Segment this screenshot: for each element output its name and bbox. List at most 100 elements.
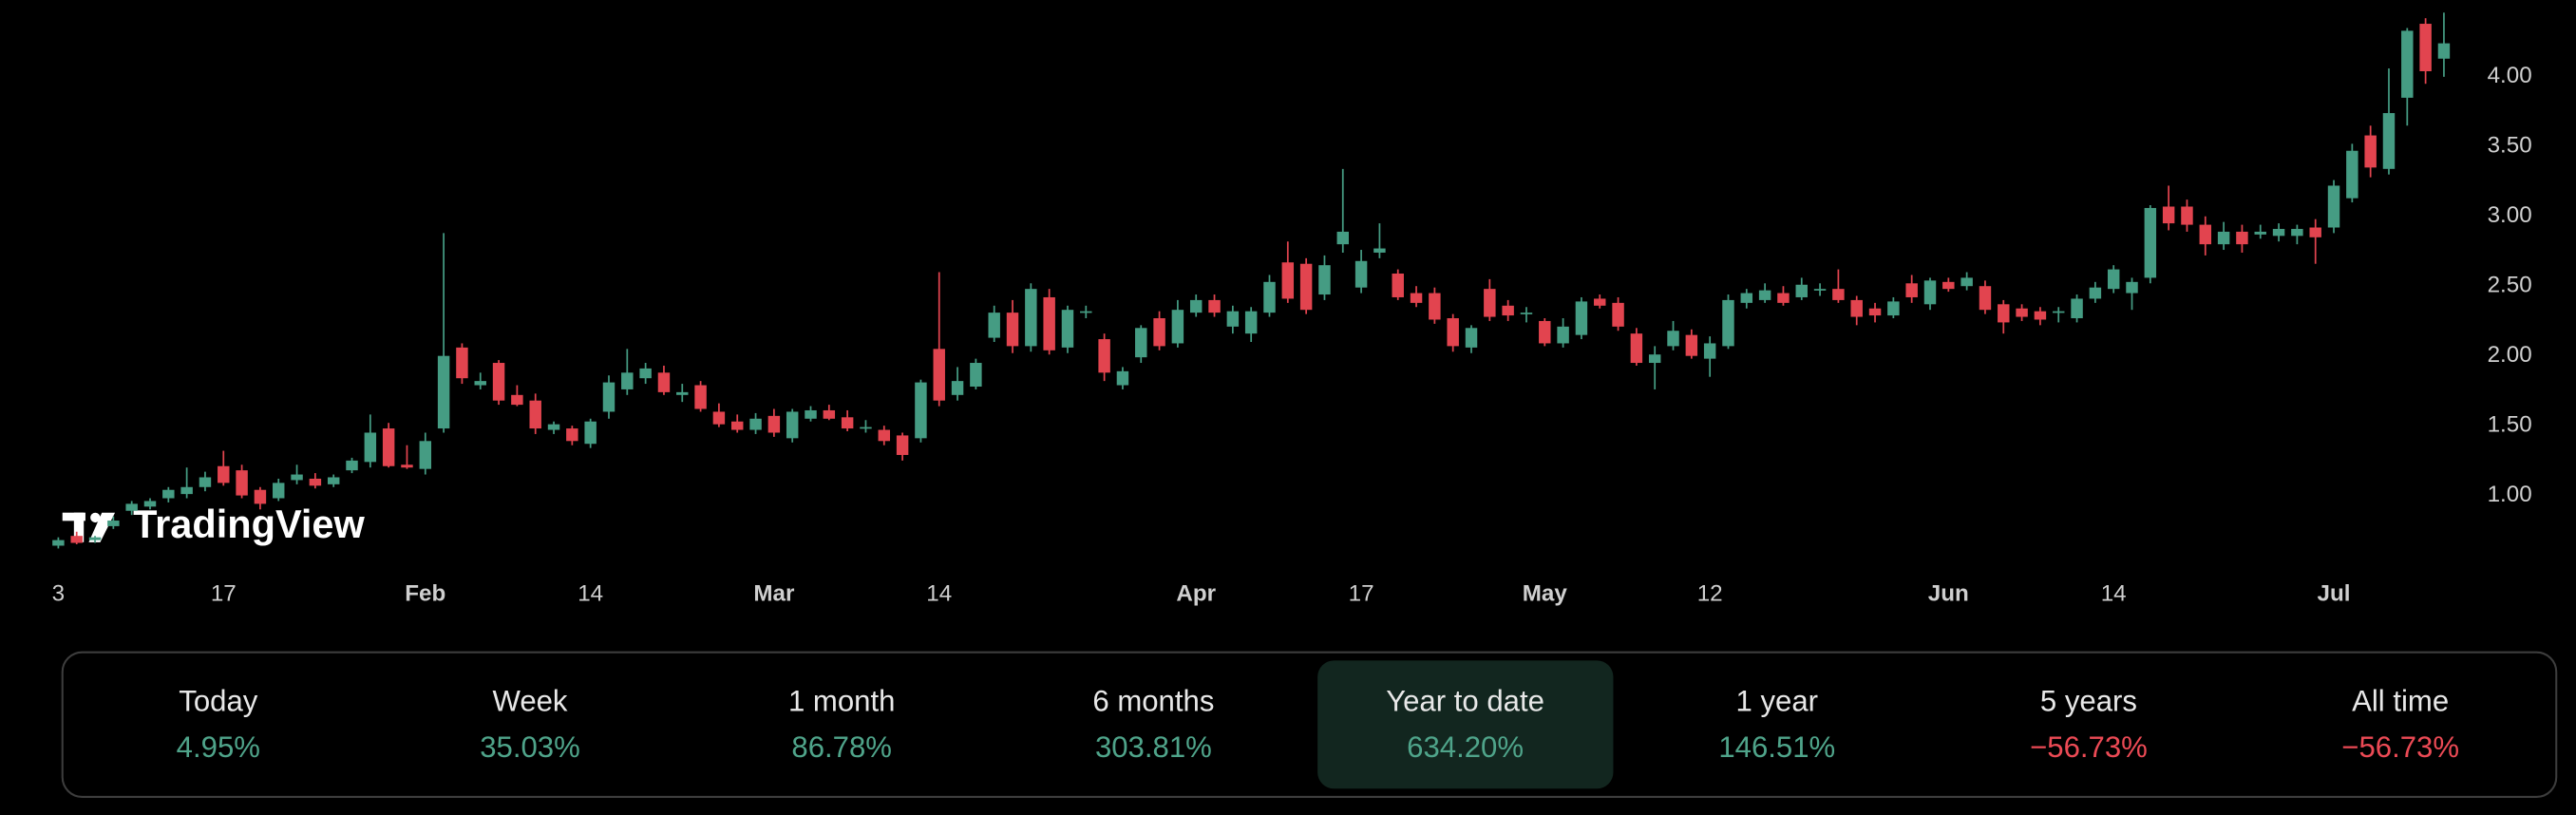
- candle-body: [1189, 299, 1203, 313]
- x-tick-label: 3: [52, 581, 65, 607]
- candle-body: [125, 503, 138, 511]
- candle-body: [2181, 206, 2193, 225]
- candle-body: [1263, 281, 1276, 313]
- candle-body: [639, 368, 652, 379]
- candle-body: [474, 381, 486, 386]
- period-label[interactable]: Today: [179, 685, 257, 718]
- candle-body: [951, 381, 964, 395]
- candle-body: [1116, 370, 1129, 386]
- period-label[interactable]: 1 year: [1736, 685, 1819, 718]
- candle-body: [767, 415, 781, 433]
- candle-body: [1171, 310, 1184, 344]
- candle-body: [915, 382, 927, 439]
- candle-body: [547, 424, 560, 430]
- period-label[interactable]: All time: [2352, 685, 2449, 718]
- candle-body: [2254, 231, 2266, 235]
- candle-body: [1336, 231, 1349, 245]
- candle-body: [1575, 301, 1588, 335]
- candle-body: [327, 477, 340, 484]
- candle-body: [1098, 339, 1110, 373]
- period-change: 634.20%: [1407, 730, 1524, 764]
- candle-body: [1061, 310, 1074, 348]
- candle-body: [602, 382, 616, 412]
- period-label[interactable]: Year to date: [1386, 685, 1544, 718]
- candle-body: [1208, 299, 1221, 313]
- selected-tab[interactable]: [1317, 660, 1614, 789]
- candle-body: [456, 347, 468, 379]
- candle-body: [1465, 328, 1478, 348]
- candle-body: [1244, 311, 1258, 334]
- candle-body: [823, 409, 836, 419]
- period-change: −56.73%: [2030, 730, 2148, 764]
- candle-body: [1373, 248, 1386, 253]
- candle-body: [1630, 333, 1643, 364]
- candle-body: [419, 441, 432, 469]
- candle-body: [2016, 308, 2028, 317]
- candle-body: [2291, 228, 2303, 237]
- candle-body: [1979, 286, 1992, 311]
- candle-body: [529, 400, 541, 429]
- candle-body: [2107, 269, 2120, 290]
- candle-body: [621, 372, 634, 389]
- candle-body: [1612, 302, 1624, 327]
- performance-panel: [61, 651, 2558, 798]
- candle-body: [896, 435, 909, 455]
- period-change: 4.95%: [177, 730, 260, 764]
- candle-body: [1281, 262, 1295, 299]
- candle-body: [841, 417, 854, 429]
- candle-body: [364, 432, 377, 463]
- candle-body: [860, 426, 872, 429]
- candle-body: [1447, 318, 1459, 347]
- period-label[interactable]: Week: [493, 685, 568, 718]
- x-tick-label: 14: [578, 581, 603, 607]
- candle-body: [2401, 30, 2414, 98]
- candle-body: [988, 313, 1000, 338]
- logo-icon: [62, 512, 116, 542]
- candle-body: [1226, 311, 1240, 327]
- candle-body: [1429, 293, 1441, 320]
- candle-body: [1703, 343, 1716, 359]
- x-tick-label: Jun: [1928, 581, 1969, 607]
- candle-body: [1722, 299, 1734, 347]
- candle-body: [254, 489, 267, 504]
- period-label[interactable]: 6 months: [1092, 685, 1214, 718]
- candle-body: [1520, 313, 1533, 314]
- candle-body: [1025, 289, 1037, 347]
- candle-body: [346, 460, 358, 471]
- candle-body: [437, 355, 450, 429]
- candle-body: [970, 363, 982, 387]
- candle-body: [1594, 298, 1606, 306]
- period-change: −56.73%: [2341, 730, 2459, 764]
- period-label[interactable]: 5 years: [2040, 685, 2137, 718]
- candle-body: [88, 537, 102, 540]
- candle-body: [492, 363, 505, 401]
- candle-body: [2382, 113, 2396, 169]
- candle-body: [1758, 290, 1771, 300]
- candle-body: [1410, 293, 1423, 303]
- candle-body: [199, 477, 212, 487]
- candle-body: [2071, 298, 2083, 319]
- x-tick-label: 17: [1349, 581, 1374, 607]
- x-tick-label: 12: [1697, 581, 1723, 607]
- candle-body: [2089, 287, 2102, 299]
- candle-body: [805, 409, 817, 419]
- candle-body: [291, 474, 303, 481]
- period-change: 35.03%: [480, 730, 580, 764]
- x-tick-label: Jul: [2318, 581, 2351, 607]
- candle-body: [2236, 231, 2248, 245]
- candle-body: [1648, 354, 1661, 364]
- candle-body: [218, 465, 230, 483]
- y-tick-label: 1.00: [2488, 482, 2532, 507]
- y-tick-label: 4.00: [2488, 63, 2532, 88]
- x-tick-label: 14: [2101, 581, 2127, 607]
- candle-body: [2199, 224, 2212, 245]
- candle-body: [1539, 320, 1551, 344]
- candle-body: [786, 411, 799, 439]
- candle-body: [2309, 227, 2321, 237]
- candle-body: [1135, 328, 1147, 358]
- candle-body: [657, 372, 671, 392]
- period-label[interactable]: 1 month: [788, 685, 895, 718]
- x-tick-label: Mar: [753, 581, 795, 607]
